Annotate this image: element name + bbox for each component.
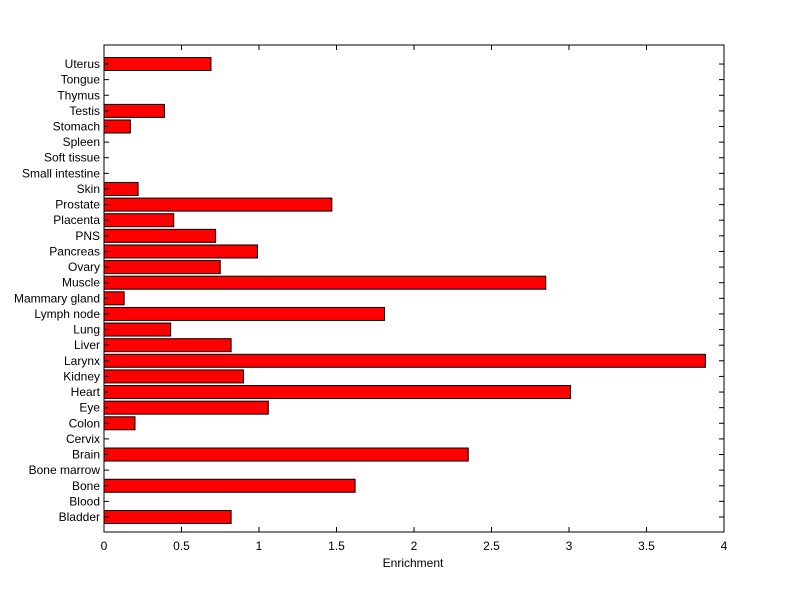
y-tick-label-soft-tissue: Soft tissue xyxy=(44,151,100,165)
bar-ovary xyxy=(103,260,221,275)
y-tick-label-skin: Skin xyxy=(77,182,100,196)
y-tick-label-mammary-gland: Mammary gland xyxy=(14,291,100,305)
bar-larynx xyxy=(103,353,706,368)
x-tick-label: 1.5 xyxy=(328,539,345,553)
bar-liver xyxy=(103,338,232,353)
ticks-group xyxy=(103,45,725,532)
bar-skin xyxy=(103,181,139,196)
y-tick-label-stomach: Stomach xyxy=(53,120,100,134)
bar-uterus xyxy=(103,57,212,72)
x-tick-label: 4 xyxy=(721,539,728,553)
bar-heart xyxy=(103,385,572,400)
y-tick-label-kidney: Kidney xyxy=(63,369,100,383)
y-tick-label-eye: Eye xyxy=(79,401,100,415)
bar-pns xyxy=(103,228,217,243)
bar-brain xyxy=(103,447,469,462)
bar-prostate xyxy=(103,197,333,212)
y-tick-label-tongue: Tongue xyxy=(61,73,101,87)
x-tick-label: 3.5 xyxy=(638,539,655,553)
y-tick-label-pns: PNS xyxy=(75,229,100,243)
bar-lung xyxy=(103,322,172,337)
x-tick-label: 3 xyxy=(566,539,573,553)
y-tick-label-bone-marrow: Bone marrow xyxy=(29,463,101,477)
x-tick-label: 2 xyxy=(411,539,418,553)
bar-pancreas xyxy=(103,244,258,259)
y-tick-label-uterus: Uterus xyxy=(65,57,100,71)
x-tick-labels: 0 0.5 1 1.5 2 2.5 3 3.5 4 xyxy=(101,539,728,553)
y-tick-label-ovary: Ovary xyxy=(68,260,100,274)
bar-bladder xyxy=(103,510,232,524)
x-axis-title: Enrichment xyxy=(383,556,444,570)
y-tick-label-liver: Liver xyxy=(74,338,100,352)
bar-kidney xyxy=(103,369,244,384)
y-tick-label-placenta: Placenta xyxy=(53,213,100,227)
y-tick-label-bone: Bone xyxy=(72,479,100,493)
y-tick-label-spleen: Spleen xyxy=(63,135,100,149)
y-tick-label-lung: Lung xyxy=(73,323,100,337)
bar-bone xyxy=(103,478,356,493)
y-tick-label-bladder: Bladder xyxy=(59,510,100,524)
bars-group xyxy=(103,57,706,524)
y-tick-label-larynx: Larynx xyxy=(64,354,100,368)
x-tick-label: 0 xyxy=(101,539,108,553)
bar-testis xyxy=(103,103,165,118)
y-tick-label-pancreas: Pancreas xyxy=(49,244,100,258)
x-tick-label: 2.5 xyxy=(483,539,500,553)
y-tick-label-cervix: Cervix xyxy=(66,432,100,446)
y-tick-label-muscle: Muscle xyxy=(62,276,100,290)
y-tick-label-testis: Testis xyxy=(69,104,100,118)
y-tick-label-small-intestine: Small intestine xyxy=(22,166,100,180)
y-tick-label-heart: Heart xyxy=(71,385,101,399)
y-tick-label-prostate: Prostate xyxy=(55,198,100,212)
y-tick-label-brain: Brain xyxy=(72,448,100,462)
y-tick-label-blood: Blood xyxy=(69,494,100,508)
x-tick-label: 1 xyxy=(256,539,263,553)
y-tick-label-colon: Colon xyxy=(69,416,100,430)
y-tick-label-thymus: Thymus xyxy=(57,88,100,102)
y-tick-label-lymph-node: Lymph node xyxy=(34,307,100,321)
bar-lymph-node xyxy=(103,306,386,321)
bar-eye xyxy=(103,400,269,415)
x-tick-label: 0.5 xyxy=(173,539,190,553)
bar-placenta xyxy=(103,213,175,228)
bar-muscle xyxy=(103,275,547,290)
